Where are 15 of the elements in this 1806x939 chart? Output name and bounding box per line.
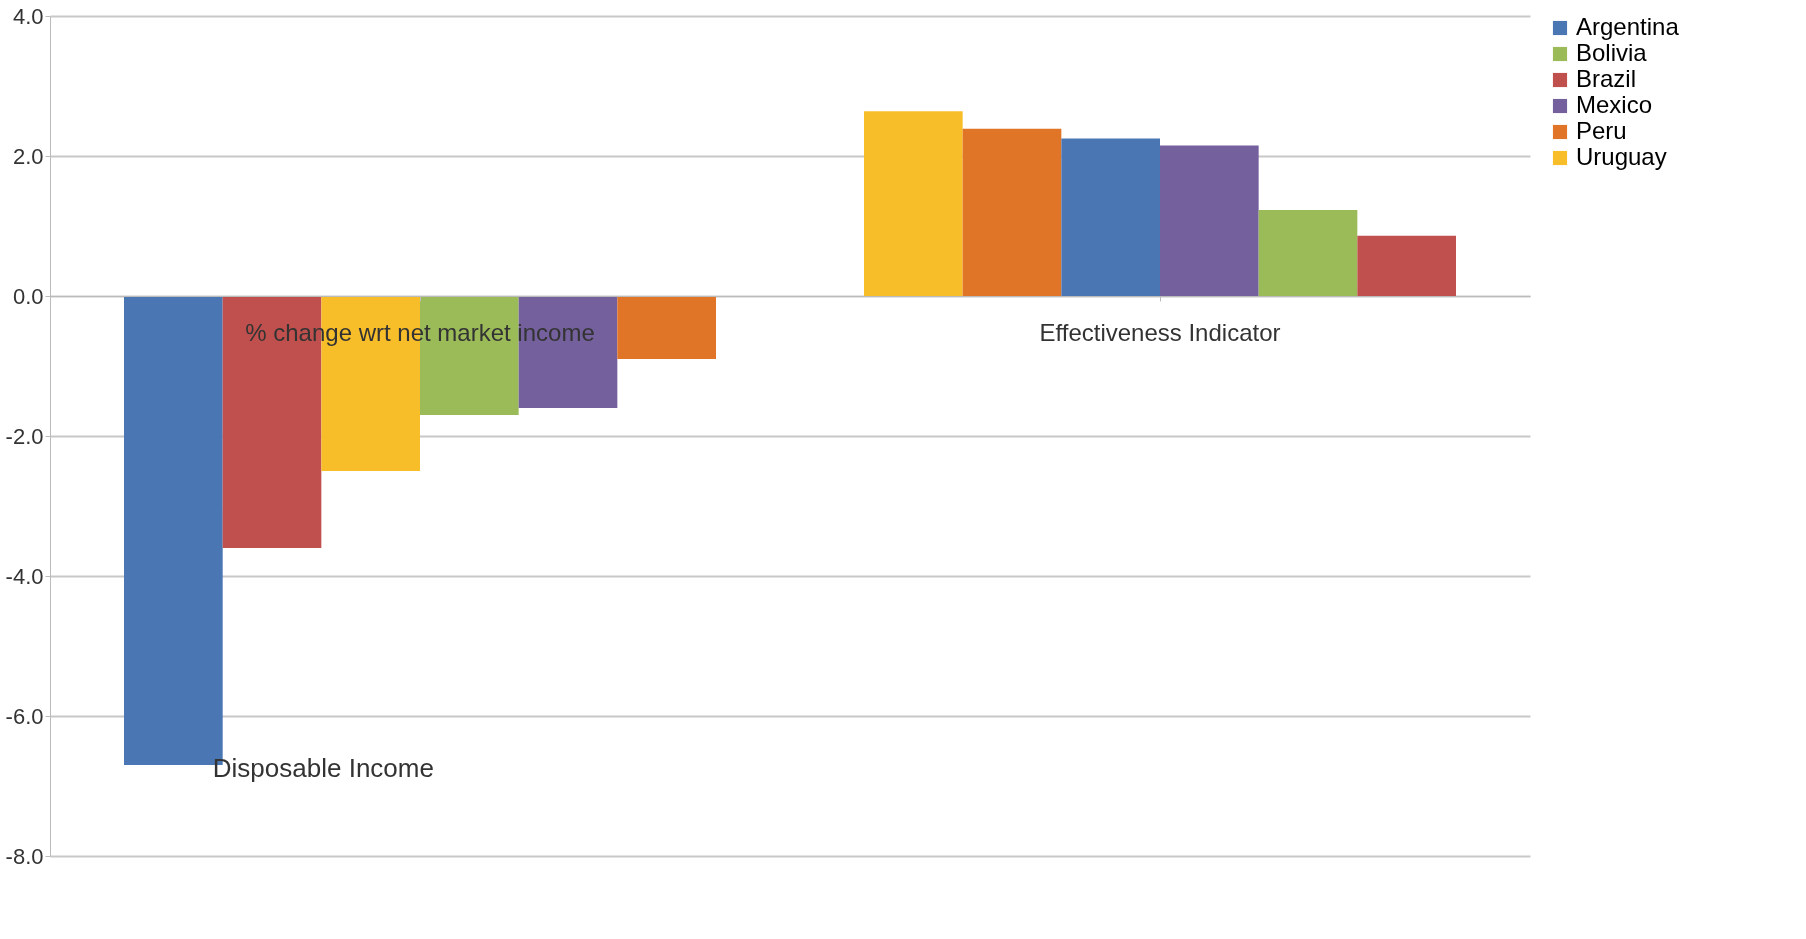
x-tick-label: Effectiveness Indicator <box>1039 318 1281 346</box>
y-tick-label: -6.0 <box>5 703 44 729</box>
y-tick-label: 0.0 <box>12 283 44 309</box>
y-tick-label: 2.0 <box>12 143 44 169</box>
legend-label: Mexico <box>1576 91 1653 118</box>
y-tick-label: 4.0 <box>12 3 44 29</box>
y-tick-label: -2.0 <box>5 423 44 449</box>
legend-label: Uruguay <box>1576 143 1667 170</box>
y-tick-label: -8.0 <box>5 843 44 869</box>
legend-label: Bolivia <box>1576 39 1648 66</box>
annotation: Disposable Income <box>212 752 434 783</box>
legend-label: Brazil <box>1576 65 1637 92</box>
y-tick-label: -4.0 <box>5 563 44 589</box>
legend-label: Peru <box>1576 117 1627 144</box>
legend-label: Argentina <box>1576 13 1680 40</box>
